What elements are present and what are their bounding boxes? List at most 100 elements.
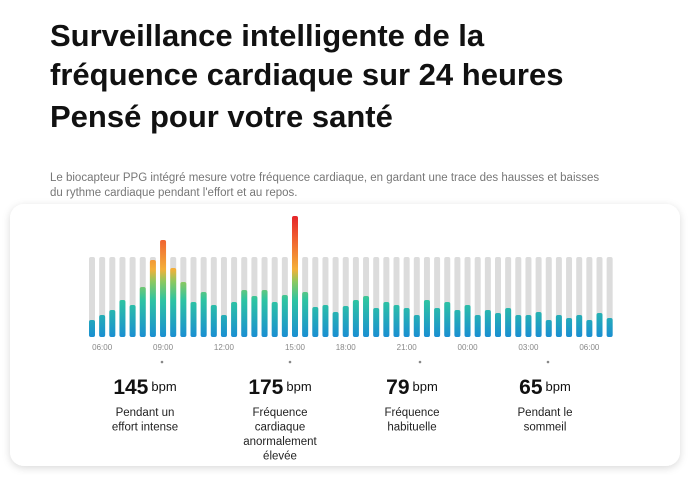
stat-label: habituelle — [387, 422, 436, 434]
x-tick-label: 09:00 — [153, 343, 174, 352]
bar — [99, 315, 106, 337]
bar — [586, 320, 593, 337]
stat-value: 175 — [248, 376, 283, 399]
bar — [241, 290, 248, 337]
bar — [495, 313, 501, 337]
bar — [434, 308, 441, 337]
bar — [342, 306, 349, 337]
bar — [251, 296, 258, 337]
stat-label: Fréquence — [253, 407, 308, 419]
bar-track — [566, 257, 573, 337]
stat-value: 65 — [519, 376, 543, 399]
x-tick-label: 06:00 — [92, 343, 113, 352]
bar — [119, 300, 126, 337]
bar — [525, 315, 532, 337]
bar — [403, 308, 410, 337]
bar — [160, 240, 167, 337]
stat-label: cardiaque — [255, 422, 306, 434]
bar-track — [545, 257, 552, 337]
stat-unit: bpm — [286, 379, 311, 394]
bar — [515, 315, 522, 337]
bar — [464, 305, 471, 337]
stat-unit: bpm — [413, 379, 438, 394]
chart: 06:00 09:00 12:00 15:00 18:00 21:00 00:00 03:00… — [89, 216, 613, 364]
bar — [200, 292, 207, 337]
marker-dot — [546, 360, 550, 364]
bar — [322, 305, 329, 337]
bar — [454, 310, 461, 337]
bar — [210, 305, 217, 337]
stat-unit: bpm — [151, 379, 176, 394]
x-tick-label: 21:00 — [397, 343, 418, 352]
bar — [413, 315, 420, 337]
stat: 145 bpm — [113, 376, 176, 399]
bar-track — [586, 257, 593, 337]
bar — [261, 290, 268, 337]
x-tick-label: 15:00 — [285, 343, 306, 352]
bar — [231, 302, 238, 337]
stat-label: Pendant un — [116, 407, 175, 419]
bar — [606, 318, 613, 337]
stat-label: effort intense — [112, 422, 178, 434]
bar — [474, 315, 481, 337]
stat-value: 145 — [113, 376, 148, 399]
title-line: Pensé pour votre santé — [50, 99, 393, 134]
bar — [484, 310, 491, 337]
stat-label: anormalement — [243, 436, 317, 448]
bar — [109, 310, 116, 337]
stat-label: Pendant le — [518, 407, 573, 419]
bar — [545, 320, 552, 337]
x-tick-label: 00:00 — [458, 343, 479, 352]
bar — [332, 312, 339, 337]
title-line: Surveillance intelligente de la — [50, 18, 485, 53]
bar — [89, 320, 95, 337]
stat-label: sommeil — [524, 422, 567, 434]
bar — [373, 308, 380, 337]
bar-track — [89, 257, 95, 337]
bar — [383, 302, 390, 337]
marker-dot — [418, 360, 422, 364]
stat: 79 bpm — [386, 376, 438, 399]
x-tick-label: 18:00 — [336, 343, 357, 352]
bar — [180, 282, 187, 337]
bar — [566, 318, 573, 337]
bar — [535, 312, 542, 337]
bar — [281, 295, 288, 337]
bar — [505, 308, 512, 337]
bar — [393, 305, 400, 337]
marker-dot — [160, 360, 164, 364]
stat-unit: bpm — [546, 379, 571, 394]
bar — [302, 292, 309, 337]
bar-track — [606, 257, 613, 337]
marker-dot — [288, 360, 292, 364]
bar — [129, 305, 136, 337]
description-line: Le biocapteur PPG intégré mesure votre f… — [50, 172, 599, 184]
x-tick-label: 12:00 — [214, 343, 235, 352]
bar — [312, 307, 319, 337]
bar — [170, 268, 177, 337]
title-line: fréquence cardiaque sur 24 heures — [50, 57, 563, 92]
bar — [444, 302, 451, 337]
bar — [352, 300, 359, 337]
bar — [555, 315, 562, 337]
bar — [423, 300, 430, 337]
bar — [596, 313, 603, 337]
bar — [190, 302, 197, 337]
bar — [363, 296, 370, 337]
description-line: du rythme cardiaque pendant l'effort et … — [50, 187, 297, 199]
stat-value: 79 — [386, 376, 409, 399]
bar — [220, 315, 227, 337]
stat-label: Fréquence — [385, 407, 440, 419]
bar — [271, 302, 278, 337]
x-tick-label: 06:00 — [579, 343, 600, 352]
stat: 65 bpm — [519, 376, 571, 399]
x-tick-label: 03:00 — [518, 343, 539, 352]
bar — [139, 287, 146, 337]
bar — [576, 315, 583, 337]
stat-label: élevée — [263, 451, 297, 463]
stat: 175 bpm — [248, 376, 311, 399]
bar — [292, 216, 298, 337]
